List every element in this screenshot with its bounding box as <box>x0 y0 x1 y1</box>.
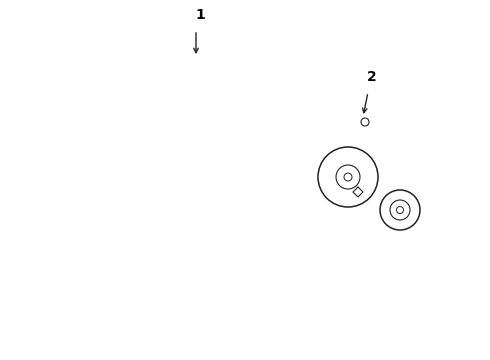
Text: 2: 2 <box>367 70 377 84</box>
Text: 1: 1 <box>195 8 205 22</box>
